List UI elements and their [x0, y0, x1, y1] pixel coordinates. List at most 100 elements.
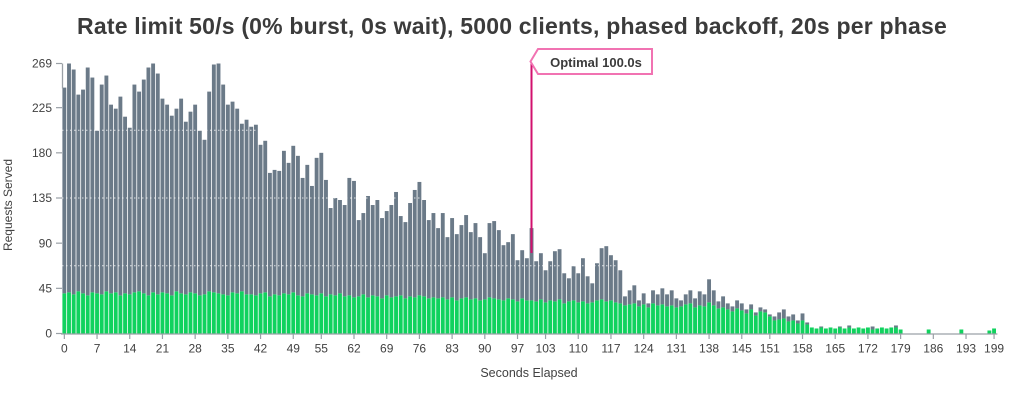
- x-tick-label: 97: [511, 342, 525, 356]
- bar-segment-gray: [744, 309, 749, 314]
- x-tick-label: 179: [891, 342, 911, 356]
- bar-segment-gray: [123, 116, 128, 294]
- bar-segment-green: [137, 291, 142, 334]
- bar-segment-gray: [281, 150, 286, 294]
- bar-segment-gray: [552, 251, 557, 302]
- bar-segment-green: [590, 302, 595, 334]
- bar-segment-gray: [674, 298, 679, 308]
- bar-segment-green: [375, 296, 380, 334]
- bar-segment-green: [454, 300, 459, 334]
- bar-segment-green: [370, 295, 375, 334]
- bar-segment-green: [347, 295, 352, 334]
- bar-segment-green: [496, 299, 501, 334]
- bar-segment-gray: [202, 139, 207, 295]
- bar-segment-green: [641, 304, 646, 334]
- bars-layer: [62, 63, 996, 334]
- bar-segment-gray: [580, 258, 585, 302]
- bar-segment-gray: [230, 101, 235, 293]
- bar-segment-gray: [258, 144, 263, 294]
- bar-segment-green: [436, 298, 441, 334]
- bar-segment-green: [468, 299, 473, 334]
- bar-segment-gray: [417, 181, 422, 296]
- bar-segment-gray: [651, 290, 655, 304]
- bar-segment-gray: [370, 205, 375, 296]
- bar-segment-gray: [85, 67, 90, 296]
- bar-segment-gray: [314, 157, 319, 296]
- bar-segment-green: [225, 295, 230, 334]
- bar-segment-green: [478, 300, 483, 334]
- bar-segment-gray: [711, 290, 716, 306]
- y-tick-label: 180: [32, 146, 52, 160]
- bar-segment-gray: [244, 119, 249, 295]
- bar-segment-gray: [800, 313, 805, 321]
- bar-segment-gray: [492, 221, 497, 299]
- bar-segment-gray: [141, 79, 146, 294]
- bar-segment-gray: [721, 296, 726, 308]
- bar-segment-green: [286, 294, 291, 334]
- bar-segment-gray: [543, 270, 548, 303]
- x-tick-label: 35: [221, 342, 235, 356]
- x-tick-label: 28: [188, 342, 202, 356]
- bar-segment-green: [833, 328, 838, 334]
- bar-segment-green: [809, 327, 814, 334]
- bar-segment-green: [324, 296, 328, 334]
- bar-segment-green: [823, 328, 828, 334]
- bar-segment-gray: [660, 288, 665, 305]
- bar-segment-green: [880, 327, 884, 334]
- bar-segment-gray: [837, 326, 842, 328]
- bar-segment-green: [744, 313, 749, 334]
- bar-segment-green: [221, 294, 226, 334]
- bar-segment-gray: [328, 208, 333, 295]
- bar-segment-green: [557, 299, 562, 334]
- bar-segment-green: [534, 301, 539, 334]
- bar-segment-green: [552, 301, 557, 334]
- bar-segment-green: [679, 306, 683, 334]
- bar-segment-green: [90, 292, 95, 334]
- bar-segment-gray: [758, 307, 763, 312]
- bar-segment-green: [524, 300, 529, 334]
- bar-segment-green: [85, 295, 90, 334]
- bar-segment-green: [132, 292, 137, 334]
- bar-segment-gray: [669, 290, 674, 306]
- bar-segment-green: [431, 297, 436, 334]
- bar-segment-gray: [566, 278, 571, 302]
- bar-segment-green: [613, 302, 618, 334]
- bar-segment-green: [753, 315, 758, 334]
- bar-segment-green: [482, 299, 487, 334]
- x-tick-label: 124: [634, 342, 654, 356]
- bar-segment-gray: [127, 127, 132, 295]
- bar-segment-green: [814, 328, 819, 334]
- x-tick-label: 7: [94, 342, 101, 356]
- bar-segment-gray: [333, 197, 338, 296]
- bar-segment-green: [688, 303, 693, 334]
- bar-segment-gray: [538, 253, 543, 300]
- bar-segment-green: [520, 298, 525, 334]
- bar-segment-green: [632, 303, 637, 334]
- bar-segment-green: [155, 294, 160, 334]
- bar-segment-gray: [403, 222, 408, 299]
- bar-segment-green: [183, 294, 188, 334]
- bar-segment-gray: [454, 234, 459, 301]
- bar-segment-green: [492, 298, 497, 334]
- bar-segment-green: [669, 305, 674, 334]
- bar-segment-gray: [534, 261, 539, 302]
- bar-segment-green: [894, 327, 898, 334]
- bar-segment-gray: [623, 296, 627, 306]
- bar-segment-green: [62, 293, 67, 334]
- bar-segment-gray: [286, 162, 291, 295]
- bar-segment-gray: [310, 185, 314, 295]
- x-tick-label: 42: [254, 342, 268, 356]
- bar-segment-green: [487, 297, 492, 334]
- bar-segment-gray: [263, 140, 268, 293]
- bar-segment-green: [81, 293, 85, 334]
- bar-segment-green: [310, 294, 314, 334]
- bar-segment-gray: [389, 205, 394, 298]
- bar-segment-green: [637, 306, 641, 334]
- bar-segment-green: [842, 328, 847, 334]
- bar-segment-green: [445, 299, 450, 334]
- bar-segment-green: [417, 295, 422, 334]
- bar-segment-green: [506, 298, 511, 334]
- bar-segment-gray: [781, 309, 786, 319]
- chart-title: Rate limit 50/s (0% burst, 0s wait), 500…: [77, 13, 947, 39]
- bar-segment-gray: [870, 326, 875, 330]
